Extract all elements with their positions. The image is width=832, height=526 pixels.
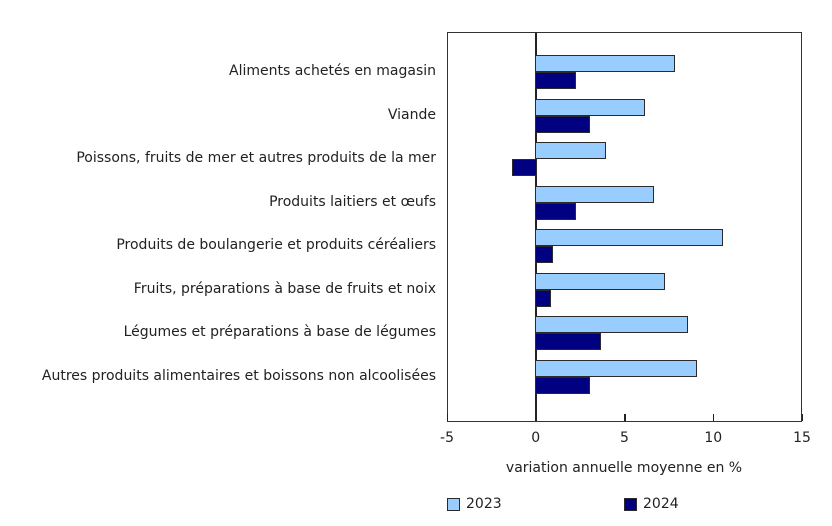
category-label: Légumes et préparations à base de légume… <box>123 324 436 340</box>
x-tick-label: -5 <box>440 430 454 446</box>
bar-2024 <box>535 72 576 89</box>
x-tick <box>712 414 715 421</box>
category-label: Fruits, préparations à base de fruits et… <box>133 280 436 297</box>
legend-label: 2023 <box>466 496 502 512</box>
bar-2023 <box>535 185 654 203</box>
bar-2024 <box>535 115 590 133</box>
x-tick-label: 10 <box>704 430 723 446</box>
bar-2023 <box>535 98 646 116</box>
bar-2024 <box>535 376 590 394</box>
category-label: Produits de boulangerie et produits céré… <box>116 237 436 253</box>
legend-item-2024: 2024 <box>624 496 679 512</box>
bar-2024 <box>535 289 551 307</box>
bar-2023 <box>535 229 724 246</box>
zero-line <box>535 33 537 421</box>
bar-2023 <box>535 359 697 377</box>
bar-2024 <box>512 159 537 176</box>
legend-swatch-2024 <box>624 497 637 511</box>
plot-area <box>446 32 803 422</box>
category-label: Viande <box>387 106 436 123</box>
category-label: Autres produits alimentaires et boissons… <box>41 367 436 384</box>
bar-2023 <box>535 55 676 72</box>
x-tick-label: 0 <box>531 430 541 446</box>
legend-item-2023: 2023 <box>447 496 502 512</box>
x-tick <box>446 414 448 421</box>
x-tick-label: 5 <box>620 430 629 446</box>
bar-2023 <box>535 316 688 333</box>
x-tick <box>535 414 537 421</box>
category-label: Aliments achetés en magasin <box>229 63 436 79</box>
bar-2023 <box>535 272 665 290</box>
x-axis-title: variation annuelle moyenne en % <box>505 460 743 476</box>
bar-2024 <box>535 333 601 350</box>
x-tick <box>624 414 626 421</box>
bar-2024 <box>535 246 553 263</box>
category-label: Poissons, fruits de mer et autres produi… <box>76 150 436 166</box>
legend-swatch-2023 <box>447 497 460 511</box>
bar-2024 <box>535 202 576 220</box>
legend-label: 2024 <box>643 496 679 512</box>
x-tick <box>801 414 803 421</box>
category-label: Produits laitiers et œufs <box>269 193 436 210</box>
bar-2023 <box>535 142 606 159</box>
x-tick-label: 15 <box>793 430 811 446</box>
